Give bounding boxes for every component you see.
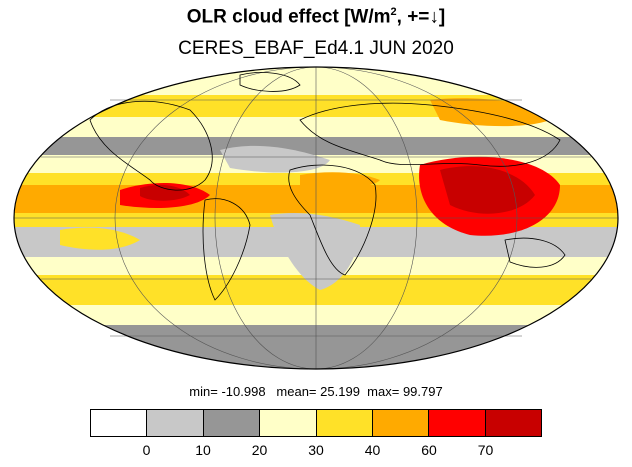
colorbar-cell (429, 410, 486, 436)
coast-south-america (202, 198, 251, 301)
coast-eurasia (299, 102, 561, 167)
colorbar-tick-label: 40 (364, 442, 381, 458)
patch-warm-pool-core (440, 166, 535, 214)
stats-line: min= -10.998 mean= 25.199 max= 99.797 (189, 384, 443, 399)
colorbar-cell (147, 410, 204, 436)
colorbar-tick-label: 10 (195, 442, 211, 458)
coast-greenland (239, 72, 301, 92)
colorbar-cell (372, 410, 430, 436)
colorbar-tick-label: 60 (421, 442, 437, 458)
patch-south-africa (270, 213, 360, 290)
colorbar-cell (485, 410, 541, 436)
map-subtitle: CERES_EBAF_Ed4.1 JUN 2020 (178, 38, 454, 59)
coast-africa (288, 164, 377, 276)
patch-north-atlantic (220, 145, 330, 173)
colorbar-cell (203, 410, 261, 436)
colorbar-ticks: 0 10 20 30 40 60 70 (90, 442, 542, 460)
coastlines (89, 72, 566, 301)
colorbar-cell (316, 410, 373, 436)
colorbar-cell (91, 410, 148, 436)
patch-south-pacific (60, 227, 140, 250)
globe-outline (13, 66, 619, 370)
colorbar-cell (260, 410, 317, 436)
patch-sahel (300, 172, 380, 189)
patch-siberia (430, 98, 560, 127)
colorbar-tick-label: 20 (251, 442, 268, 458)
colorbar-tick-label: 70 (477, 442, 494, 458)
coast-north-america (89, 100, 213, 191)
map-title: OLR cloud effect [W/m2, +=↓] (186, 6, 446, 28)
patch-central-america-core (140, 184, 190, 201)
colorbar-tick-label: 0 (142, 442, 151, 458)
colorbar (90, 409, 542, 437)
colorbar-tick-label: 30 (308, 442, 324, 458)
coast-australia (504, 237, 566, 268)
